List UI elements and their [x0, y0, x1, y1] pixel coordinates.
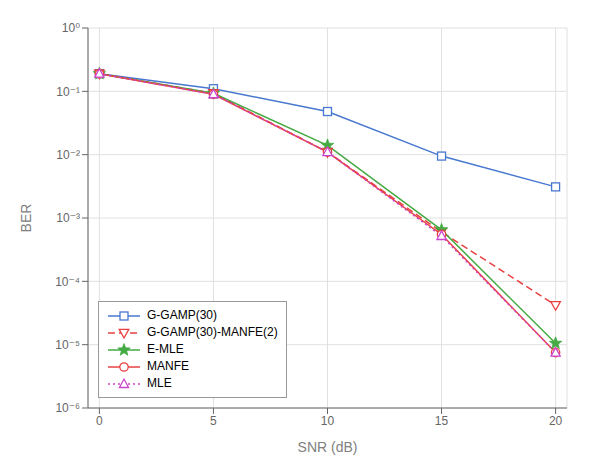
svg-text:10⁻⁵: 10⁻⁵: [55, 338, 80, 352]
svg-text:5: 5: [210, 414, 217, 428]
svg-text:10⁻³: 10⁻³: [56, 211, 80, 225]
svg-text:0: 0: [96, 414, 103, 428]
svg-text:15: 15: [435, 414, 449, 428]
html-text:E-MLE: E-MLE: [147, 342, 184, 356]
svg-text:10⁰: 10⁰: [62, 21, 80, 35]
svg-text:10: 10: [321, 414, 335, 428]
svg-text:BER: BER: [18, 204, 34, 233]
html-text:G-GAMP(30)-MANFE(2): G-GAMP(30)-MANFE(2): [147, 325, 278, 339]
svg-text:SNR (dB): SNR (dB): [298, 439, 358, 455]
svg-text:10⁻²: 10⁻²: [56, 148, 80, 162]
svg-text:20: 20: [549, 414, 563, 428]
svg-text:10⁻¹: 10⁻¹: [56, 85, 80, 99]
html-text:MANFE: MANFE: [147, 359, 189, 373]
html-text:G-GAMP(30): G-GAMP(30): [147, 308, 217, 322]
html-text:MLE: MLE: [147, 376, 172, 390]
svg-text:10⁻⁶: 10⁻⁶: [55, 401, 80, 415]
svg-text:10⁻⁴: 10⁻⁴: [55, 275, 80, 289]
